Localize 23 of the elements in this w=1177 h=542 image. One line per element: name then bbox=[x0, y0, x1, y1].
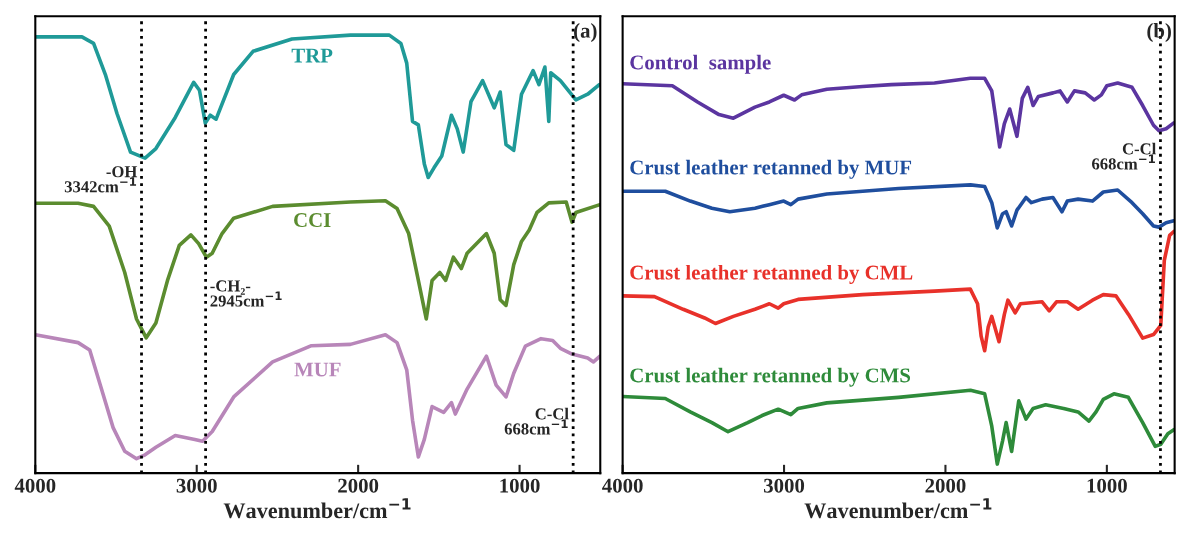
x-tick-label: 1000 bbox=[500, 478, 540, 493]
ref-line-label: -OH 3342cm$^{−1}$ bbox=[64, 166, 138, 193]
series-label: Control sample bbox=[630, 54, 771, 74]
x-tick-label: 2000 bbox=[925, 478, 966, 493]
annotation: (a) bbox=[574, 23, 597, 43]
ref-line-label: C-Cl 668cm$^{−1}$ bbox=[504, 407, 569, 435]
series-label: Crust leather retanned by CML bbox=[630, 264, 913, 284]
series-label: MUF bbox=[294, 362, 341, 377]
ref-line-label: C-Cl 668cm$^{−1}$ bbox=[1092, 142, 1156, 170]
x-tick-label: 4000 bbox=[602, 478, 643, 493]
text: (b) bbox=[1147, 23, 1171, 43]
series-label: TRP bbox=[291, 48, 333, 63]
x-tick-label: 1000 bbox=[1087, 478, 1127, 493]
x-tick-label: 3000 bbox=[176, 478, 217, 493]
series-label: Crust leather retanned by CMS bbox=[630, 367, 911, 387]
x-axis-title: Wavenumber/cm$^{−1}$ bbox=[223, 498, 411, 519]
x-tick-label: 2000 bbox=[338, 478, 379, 493]
series-label: Crust leather retanned by MUF bbox=[630, 159, 912, 179]
x-tick-label: 3000 bbox=[763, 478, 805, 493]
x-tick-label: 4000 bbox=[14, 478, 56, 493]
ref-line-label: -CH₂- 2945cm$^{−1}$ bbox=[210, 280, 282, 307]
x-axis-title: Wavenumber/cm$^{−1}$ bbox=[804, 498, 992, 519]
series-label: CCI bbox=[294, 213, 331, 228]
